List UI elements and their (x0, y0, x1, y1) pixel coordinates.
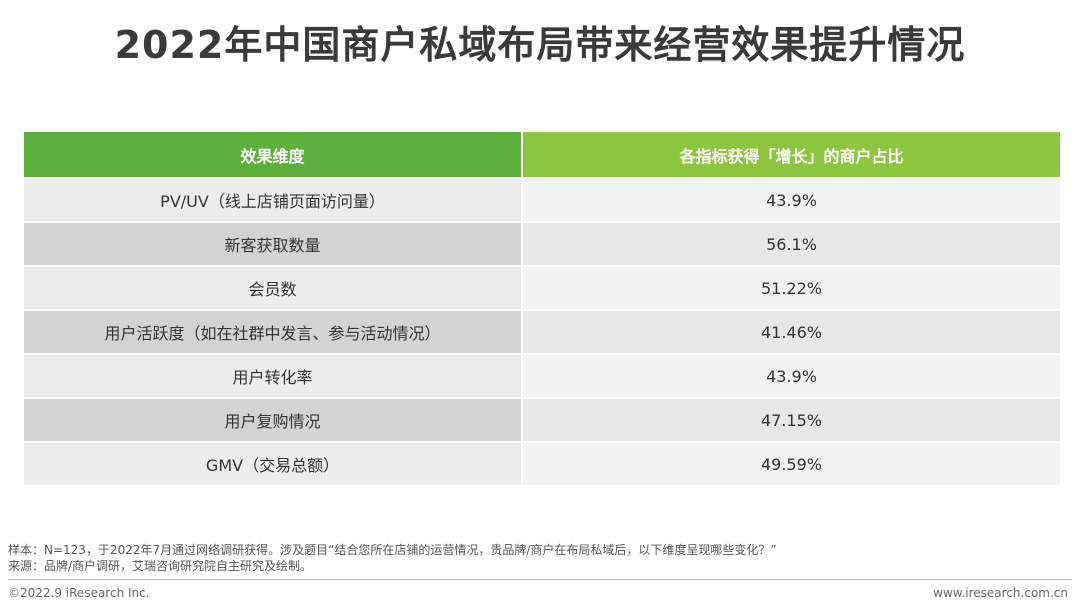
row-value: 51.22% (521, 267, 1060, 309)
row-value: 47.15% (521, 399, 1060, 441)
row-dimension: 用户转化率 (24, 355, 521, 397)
row-value: 49.59% (521, 443, 1060, 485)
row-dimension: GMV（交易总额） (24, 443, 521, 485)
results-table: 效果维度 各指标获得「增长」的商户占比 PV/UV（线上店铺页面访问量） 43.… (24, 132, 1060, 485)
row-dimension: 会员数 (24, 267, 521, 309)
row-dimension: 新客获取数量 (24, 223, 521, 265)
website-link[interactable]: www.iresearch.com.cn (933, 586, 1068, 600)
footer-divider (8, 579, 1072, 580)
copyright: ©2022.9 iResearch Inc. (8, 586, 150, 600)
sample-note: 样本：N=123，于2022年7月通过网络调研获得。涉及题目“结合您所在店铺的运… (8, 543, 777, 557)
table-row: 会员数 51.22% (24, 267, 1060, 309)
row-dimension: PV/UV（线上店铺页面访问量） (24, 179, 521, 221)
table-row: 新客获取数量 56.1% (24, 223, 1060, 265)
source-note: 来源：品牌/商户调研，艾瑞咨询研究院自主研究及绘制。 (8, 559, 313, 573)
table-row: GMV（交易总额） 49.59% (24, 443, 1060, 485)
row-value: 43.9% (521, 355, 1060, 397)
table-row: 用户活跃度（如在社群中发言、参与活动情况） 41.46% (24, 311, 1060, 353)
table-row: PV/UV（线上店铺页面访问量） 43.9% (24, 179, 1060, 221)
table-header: 效果维度 各指标获得「增长」的商户占比 (24, 132, 1060, 177)
footnote: 样本：N=123，于2022年7月通过网络调研获得。涉及题目“结合您所在店铺的运… (8, 542, 777, 574)
row-value: 43.9% (521, 179, 1060, 221)
header-share: 各指标获得「增长」的商户占比 (521, 132, 1060, 177)
header-dimension: 效果维度 (24, 132, 521, 177)
row-value: 56.1% (521, 223, 1060, 265)
page-title: 2022年中国商户私域布局带来经营效果提升情况 (114, 23, 966, 67)
table-row: 用户转化率 43.9% (24, 355, 1060, 397)
row-value: 41.46% (521, 311, 1060, 353)
row-dimension: 用户活跃度（如在社群中发言、参与活动情况） (24, 311, 521, 353)
row-dimension: 用户复购情况 (24, 399, 521, 441)
table-row: 用户复购情况 47.15% (24, 399, 1060, 441)
